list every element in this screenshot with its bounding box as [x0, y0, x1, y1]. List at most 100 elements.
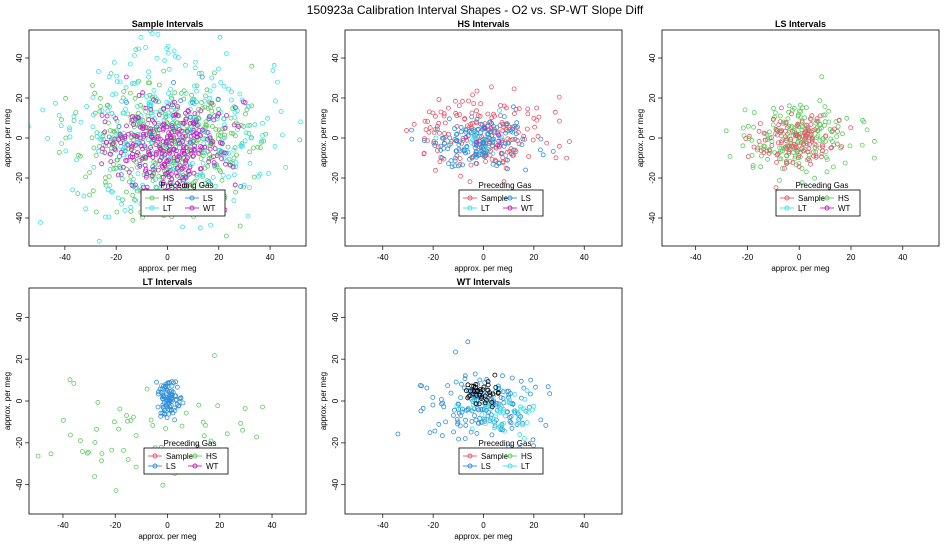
point-hs [791, 105, 797, 111]
point-ls [452, 158, 458, 164]
point-ls [473, 160, 479, 166]
point-lt [514, 409, 520, 415]
point-hs [861, 119, 867, 125]
x-tick-label: -40 [57, 521, 69, 530]
point-sample [436, 130, 442, 136]
point-ls [477, 415, 483, 421]
legend-title: Preceding Gas [479, 439, 532, 448]
point-ls [527, 404, 532, 410]
point-hs [824, 169, 830, 175]
x-tick-label: 20 [529, 521, 538, 530]
point-sample [553, 155, 559, 161]
point-sample [814, 116, 820, 122]
point-wt [99, 161, 104, 167]
point-lt [193, 59, 199, 65]
point-lt [193, 88, 199, 94]
point-hs [194, 83, 200, 89]
point-ls [212, 162, 217, 168]
point-ls [508, 420, 514, 426]
point-lt [524, 420, 530, 426]
point-wt [113, 116, 119, 121]
point-ls [453, 132, 459, 138]
point-wt [123, 74, 129, 80]
point-lt [153, 109, 159, 115]
point-sample [491, 126, 497, 132]
point-lt [67, 125, 72, 131]
point-lt [259, 138, 265, 144]
point-sample [813, 153, 819, 159]
point-ls [511, 147, 516, 153]
point-hs [124, 413, 129, 418]
point-sample [441, 131, 447, 136]
point-hs [90, 83, 95, 88]
point-sample [432, 127, 438, 133]
x-tick-label: -40 [690, 253, 702, 262]
point-hs [824, 157, 830, 163]
point-ls [506, 388, 511, 394]
point-sample [761, 130, 767, 136]
point-ls [158, 389, 164, 395]
point-lt [231, 198, 237, 203]
point-ls [506, 140, 512, 146]
point-ls [163, 141, 169, 147]
point-sample [422, 118, 428, 124]
point-hs [75, 191, 81, 197]
scatter-panel: HS Intervals -40 -20 0 20 40 -40 -20 0 20 40 approx… [319, 19, 623, 273]
point-black [481, 384, 487, 390]
point-hs [112, 419, 117, 425]
point-lt [472, 129, 477, 135]
point-sample [806, 156, 811, 162]
point-wt [149, 173, 155, 179]
point-hs [200, 174, 206, 179]
point-hs [238, 123, 244, 128]
point-ls [504, 121, 509, 127]
point-sample [746, 133, 752, 139]
point-ls [117, 165, 123, 171]
point-lt [108, 166, 113, 172]
point-hs [727, 153, 733, 159]
panel-title: LT Intervals [143, 277, 193, 287]
point-hs [799, 166, 805, 171]
point-lt [99, 137, 105, 143]
point-sample [466, 98, 471, 104]
point-sample [456, 103, 462, 108]
point-sample [432, 167, 438, 173]
point-hs [249, 103, 255, 109]
point-sample [775, 151, 781, 157]
point-hs [128, 174, 134, 180]
point-sample [808, 161, 813, 167]
point-hs [251, 174, 257, 180]
point-wt [124, 123, 129, 129]
point-wt [207, 146, 213, 152]
point-lt [457, 406, 463, 412]
point-wt [141, 184, 146, 190]
y-axis-label: approx. per meg [3, 372, 12, 430]
legend-marker [824, 205, 830, 211]
point-lt [119, 98, 124, 104]
point-wt [160, 139, 166, 145]
point-hs [99, 458, 104, 464]
point-hs [796, 161, 802, 167]
point-wt [165, 104, 171, 110]
point-ls [178, 395, 184, 401]
point-wt [153, 152, 159, 157]
point-lt [187, 141, 193, 147]
point-ls [458, 381, 464, 387]
point-wt [223, 161, 228, 167]
point-lt [506, 400, 512, 406]
point-lt [207, 95, 213, 101]
legend-label: WT [206, 462, 219, 471]
point-ls [498, 395, 504, 401]
point-ls [505, 128, 510, 134]
point-hs [95, 399, 101, 405]
point-lt [271, 62, 277, 68]
point-sample [564, 155, 569, 161]
point-ls [447, 135, 453, 141]
point-sample [803, 132, 808, 138]
point-hs [815, 128, 821, 133]
point-hs [63, 95, 68, 101]
legend-marker [192, 463, 198, 469]
legend-marker [784, 195, 790, 201]
point-lt [479, 412, 485, 418]
point-wt [126, 169, 132, 175]
